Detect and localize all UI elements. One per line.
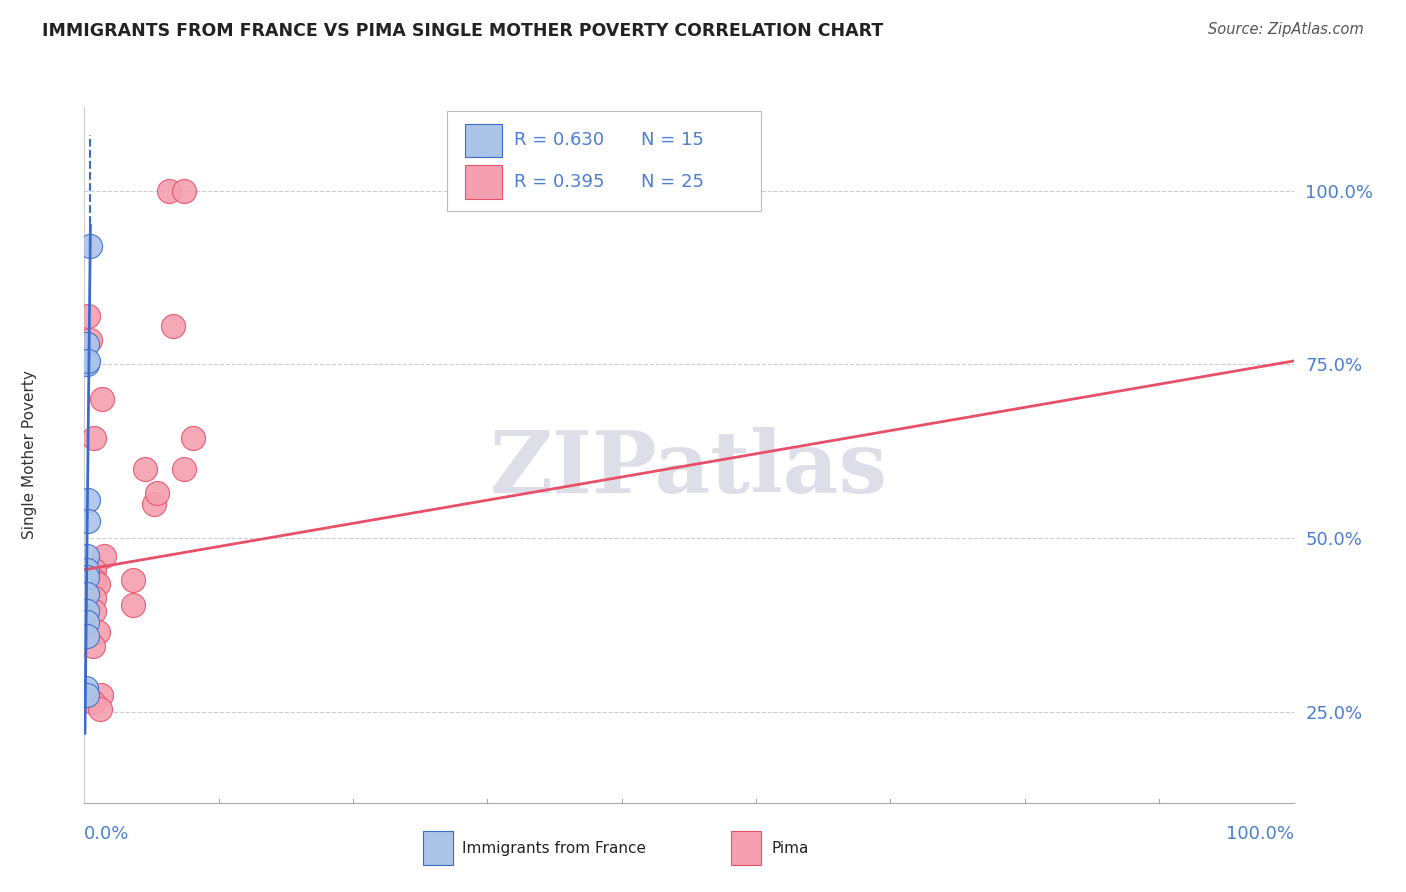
- Text: 0.0%: 0.0%: [84, 825, 129, 843]
- Text: Source: ZipAtlas.com: Source: ZipAtlas.com: [1208, 22, 1364, 37]
- Text: R = 0.395: R = 0.395: [513, 173, 605, 191]
- Point: [82, 695, 104, 709]
- FancyBboxPatch shape: [423, 830, 453, 865]
- FancyBboxPatch shape: [447, 111, 762, 211]
- Point: [83, 563, 105, 577]
- Point: [121, 598, 143, 612]
- Point: [90, 688, 112, 702]
- Point: [134, 462, 156, 476]
- Text: 100.0%: 100.0%: [1226, 825, 1294, 843]
- Point: [76, 336, 98, 351]
- Point: [76, 605, 98, 619]
- Point: [79, 239, 101, 253]
- Point: [76, 563, 98, 577]
- Point: [76, 549, 98, 563]
- Point: [146, 486, 169, 500]
- Point: [157, 184, 180, 198]
- Point: [76, 615, 98, 629]
- Point: [83, 591, 105, 605]
- Point: [77, 514, 100, 528]
- Point: [143, 497, 166, 511]
- Point: [86, 576, 108, 591]
- Point: [79, 333, 101, 347]
- Point: [121, 573, 143, 587]
- Point: [83, 605, 105, 619]
- Point: [83, 431, 105, 445]
- Text: IMMIGRANTS FROM FRANCE VS PIMA SINGLE MOTHER POVERTY CORRELATION CHART: IMMIGRANTS FROM FRANCE VS PIMA SINGLE MO…: [42, 22, 883, 40]
- Text: Immigrants from France: Immigrants from France: [461, 840, 645, 855]
- Point: [93, 549, 115, 563]
- Point: [181, 431, 204, 445]
- Point: [76, 688, 98, 702]
- Text: N = 25: N = 25: [641, 173, 703, 191]
- FancyBboxPatch shape: [731, 830, 762, 865]
- Point: [89, 702, 111, 716]
- Point: [77, 493, 100, 508]
- Point: [77, 309, 100, 323]
- FancyBboxPatch shape: [465, 166, 502, 199]
- Text: Pima: Pima: [770, 840, 808, 855]
- Point: [83, 573, 105, 587]
- Point: [173, 462, 195, 476]
- Text: ZIPatlas: ZIPatlas: [489, 427, 889, 511]
- Point: [76, 587, 98, 601]
- Point: [77, 354, 100, 368]
- Point: [76, 358, 98, 372]
- Point: [86, 625, 108, 640]
- Point: [76, 570, 98, 584]
- Point: [162, 319, 184, 334]
- Point: [173, 184, 195, 198]
- FancyBboxPatch shape: [465, 124, 502, 157]
- Point: [75, 681, 97, 695]
- Text: N = 15: N = 15: [641, 131, 703, 150]
- Point: [82, 639, 104, 653]
- Text: R = 0.630: R = 0.630: [513, 131, 603, 150]
- Text: Single Mother Poverty: Single Mother Poverty: [22, 370, 38, 540]
- Point: [91, 392, 114, 407]
- Point: [76, 629, 98, 643]
